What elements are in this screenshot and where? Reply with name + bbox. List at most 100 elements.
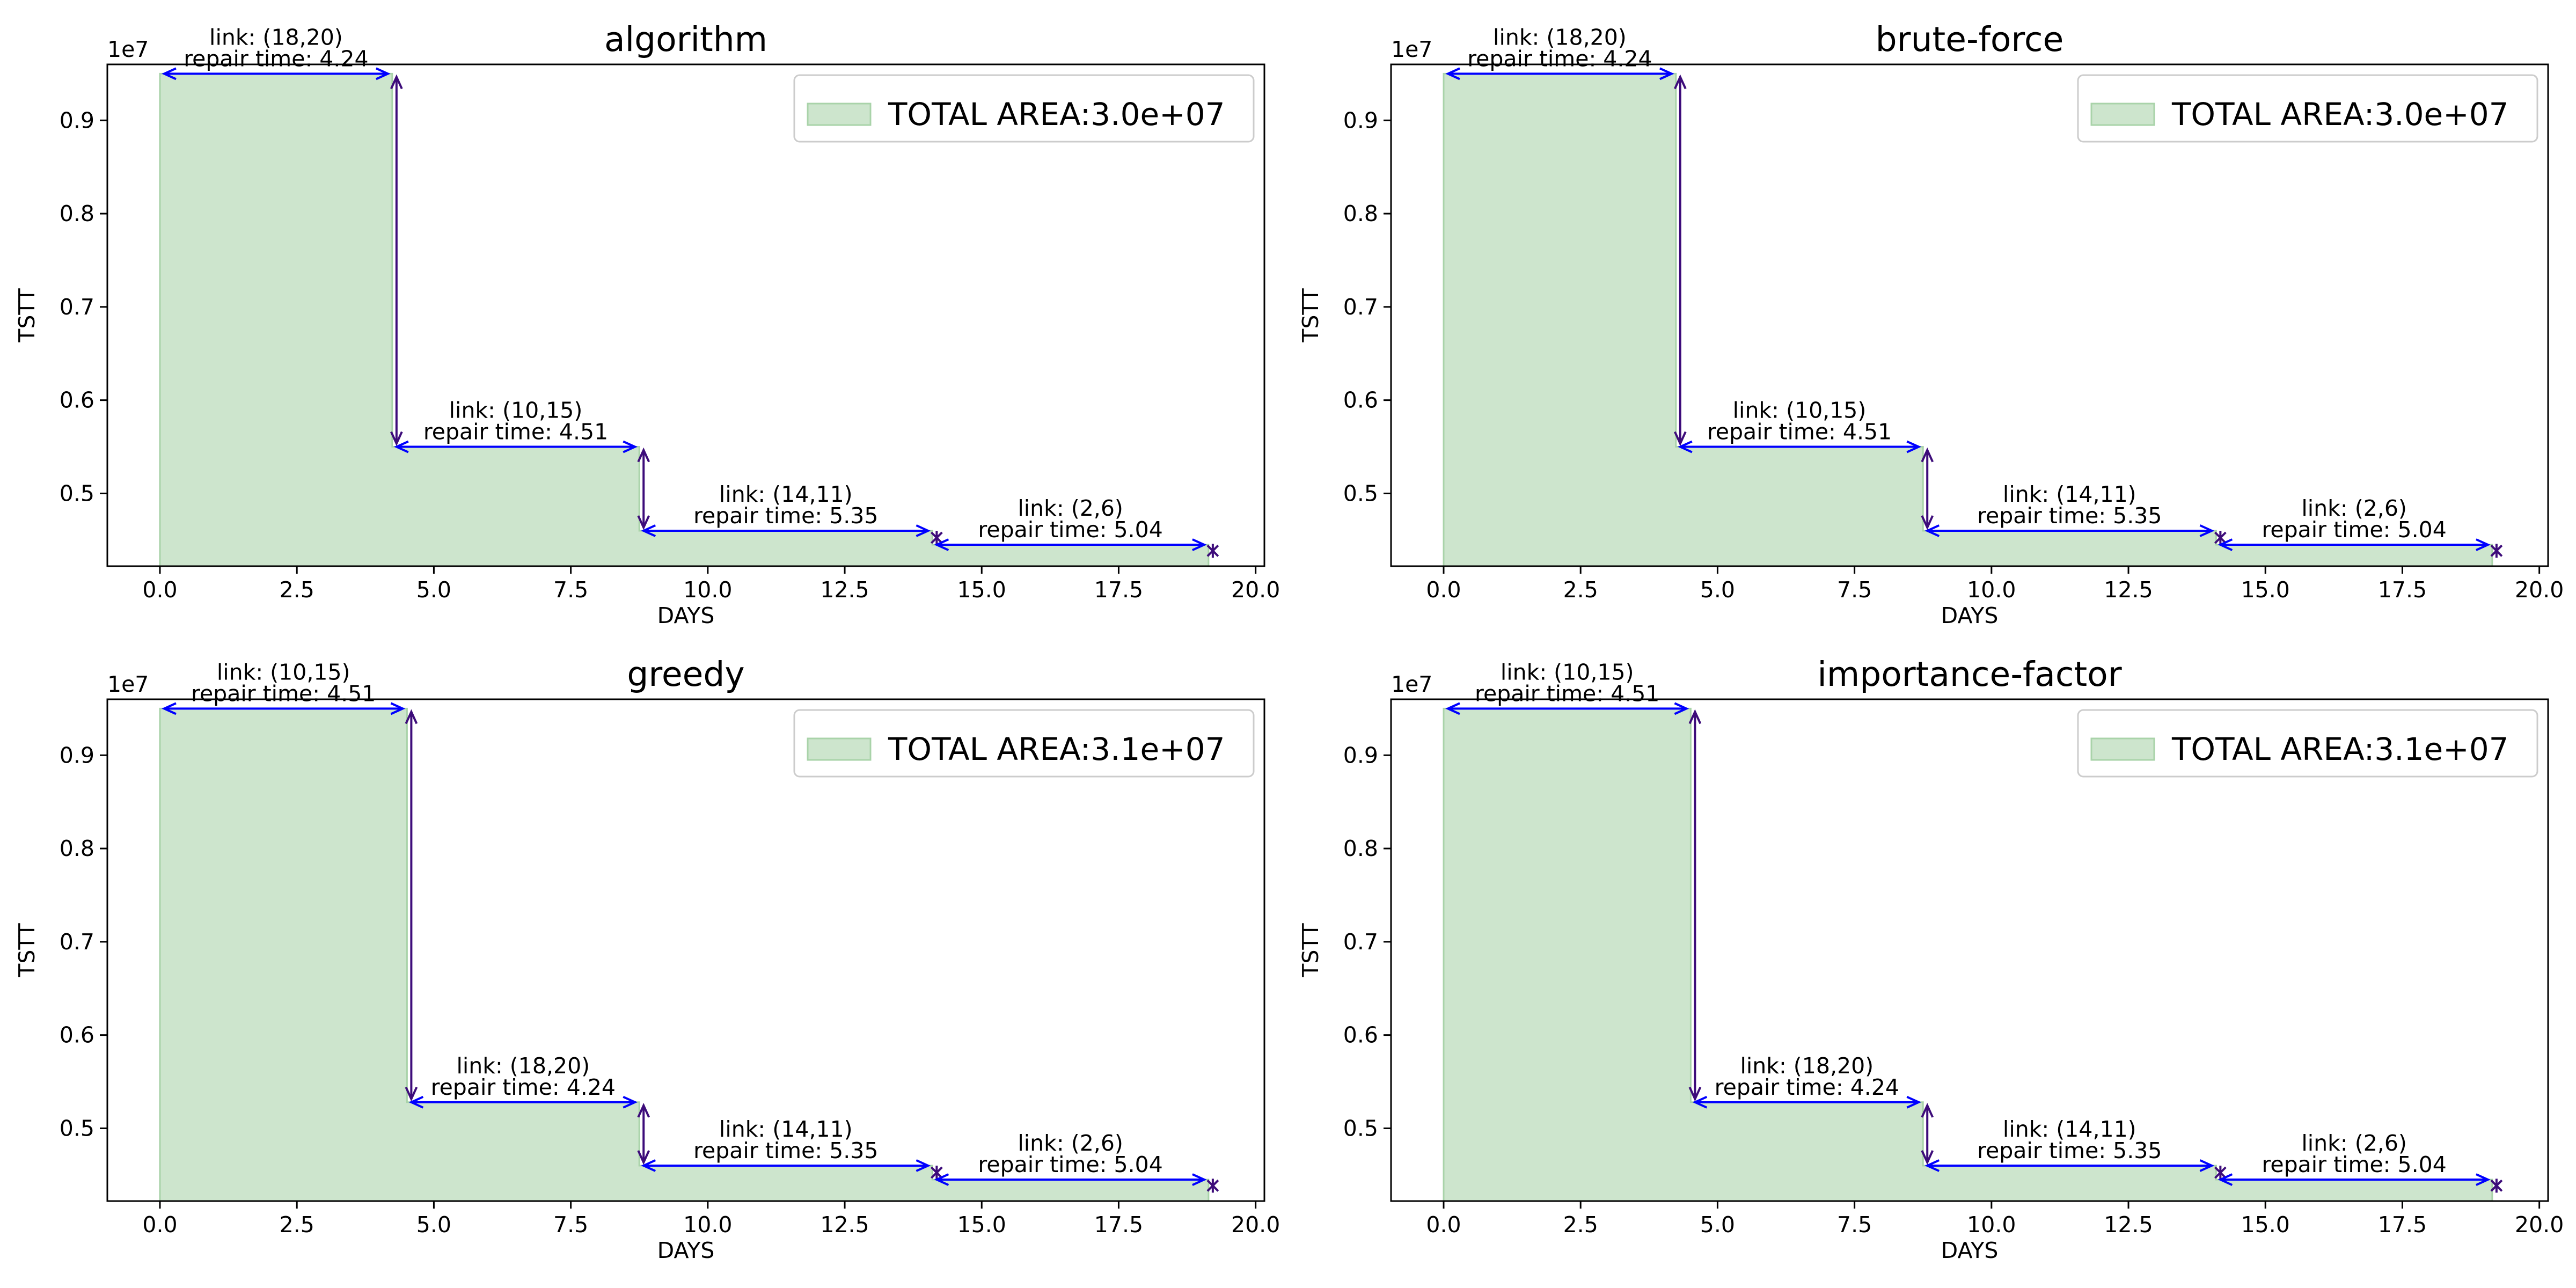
x-tick-label: 17.5 (1094, 577, 1143, 603)
legend-box (793, 74, 1255, 143)
x-tick-label: 2.5 (280, 577, 314, 603)
legend: TOTAL AREA:3.0e+07 (793, 74, 1255, 143)
legend-box (2077, 709, 2538, 778)
subplot-2: link: (18,20)repair time: 4.24 link: (10,… (1298, 20, 2564, 628)
arrow-head (390, 74, 403, 90)
arrow-head (641, 524, 656, 537)
axes-frame (106, 63, 1265, 567)
x-tick-label: 12.5 (2104, 1212, 2153, 1238)
y-tick-label: 0.6 (1343, 387, 1378, 413)
x-tick-label: 5.0 (1700, 1212, 1735, 1238)
x-tick-label: 0.0 (1426, 577, 1461, 603)
y-axis-label: TSTT (14, 288, 40, 342)
x-tick-label: 2.5 (1563, 1212, 1598, 1238)
y-scale-factor: 1e7 (107, 671, 149, 697)
y-tick-label: 0.5 (60, 480, 94, 506)
arrow-head (1692, 1095, 1708, 1109)
x-tick-label: 15.0 (2241, 1212, 2290, 1238)
subplot-4: link: (10,15)repair time: 4.51 link: (18,… (1298, 655, 2564, 1263)
step-link-label: link: (10,15) (217, 659, 350, 685)
step-repair-time-label: repair time: 4.51 (423, 419, 608, 445)
step-link-label: link: (18,20) (209, 24, 343, 50)
step-repair-time-label: repair time: 5.04 (978, 517, 1162, 543)
arrow-head (1445, 67, 1460, 80)
y-tick-label: 0.6 (60, 387, 94, 413)
arrow-head (2218, 1173, 2233, 1186)
legend: TOTAL AREA:3.1e+07 (2077, 709, 2538, 778)
arrow-head (390, 702, 406, 715)
arrow-head (1677, 440, 1693, 453)
tstt-drop-marker (930, 1165, 943, 1180)
axes-frame (1390, 63, 2549, 567)
arrow-head (623, 1095, 638, 1109)
step-repair-time-label: repair time: 4.24 (184, 46, 368, 71)
x-tick-label: 10.0 (1967, 1212, 2016, 1238)
x-tick-label: 15.0 (957, 577, 1006, 603)
arrow-head (1906, 1095, 1922, 1109)
y-tick-label: 0.6 (1343, 1022, 1378, 1048)
legend-swatch (2090, 103, 2155, 126)
arrow-head (637, 515, 650, 530)
tstt-drop-marker (1206, 544, 1219, 558)
subplot-title: greedy (627, 655, 744, 694)
step-repair-time-label: repair time: 4.51 (1707, 419, 1892, 445)
repair-area-fill (159, 72, 1210, 567)
legend: TOTAL AREA:3.1e+07 (793, 709, 1255, 778)
y-axis-label: TSTT (1298, 288, 1323, 342)
subplot-title: algorithm (604, 20, 767, 59)
arrow-head (1192, 1173, 1207, 1186)
arrow-head (1688, 1086, 1702, 1102)
arrow-head (405, 709, 418, 724)
subplot-title: importance-factor (1817, 655, 2121, 694)
arrow-head (623, 440, 638, 453)
y-tick-label: 0.8 (60, 201, 94, 226)
y-tick-label: 0.7 (1343, 929, 1378, 955)
x-tick-label: 2.5 (280, 1212, 314, 1238)
step-repair-time-label: repair time: 5.04 (978, 1152, 1162, 1177)
y-axis-label: TSTT (14, 923, 40, 977)
tstt-drop-marker (2214, 1165, 2227, 1180)
legend-label: TOTAL AREA:3.1e+07 (2171, 731, 2509, 767)
repair-area-fill (1443, 707, 2493, 1202)
legend-swatch (807, 103, 872, 126)
step-repair-time-label: repair time: 5.35 (693, 1138, 878, 1163)
step-link-label: link: (2,6) (2301, 1130, 2407, 1156)
arrow-head (2476, 1173, 2491, 1186)
x-axis-label: DAYS (657, 603, 715, 628)
x-tick-label: 7.5 (553, 1212, 588, 1238)
x-tick-label: 17.5 (2378, 577, 2427, 603)
arrow-head (1192, 538, 1207, 551)
y-tick-label: 0.9 (1343, 107, 1378, 133)
arrow-head (1445, 702, 1460, 715)
y-tick-label: 0.5 (60, 1115, 94, 1141)
x-tick-label: 10.0 (683, 577, 732, 603)
arrow-head (2199, 1159, 2215, 1172)
step-repair-time-label: repair time: 5.04 (2262, 517, 2446, 543)
step-link-label: link: (14,11) (2003, 1116, 2136, 1142)
arrow-head (916, 524, 931, 537)
x-tick-label: 2.5 (1563, 577, 1598, 603)
x-tick-label: 20.0 (1231, 1212, 1280, 1238)
subplot-1: link: (18,20)repair time: 4.24 link: (10,… (14, 20, 1280, 628)
legend-label: TOTAL AREA:3.0e+07 (888, 96, 1225, 133)
arrow-head (1659, 67, 1674, 80)
arrow-head (1688, 709, 1702, 724)
step-link-label: link: (14,11) (719, 481, 853, 507)
arrow-head (934, 1173, 949, 1186)
step-link-label: link: (10,15) (1733, 398, 1867, 423)
x-tick-label: 7.5 (1837, 577, 1872, 603)
arrow-head (408, 1095, 424, 1109)
arrow-head (2199, 524, 2215, 537)
arrow-head (162, 67, 177, 80)
arrow-head (1921, 447, 1934, 463)
legend-swatch (807, 737, 872, 761)
step-link-label: link: (2,6) (1018, 1130, 1123, 1156)
y-scale-factor: 1e7 (107, 36, 149, 62)
y-tick-label: 0.8 (1343, 201, 1378, 226)
x-tick-label: 0.0 (1426, 1212, 1461, 1238)
step-link-label: link: (10,15) (1501, 659, 1634, 685)
step-repair-time-label: repair time: 4.24 (431, 1074, 616, 1100)
x-tick-label: 10.0 (683, 1212, 732, 1238)
arrow-head (1921, 515, 1934, 530)
arrow-head (390, 431, 403, 447)
